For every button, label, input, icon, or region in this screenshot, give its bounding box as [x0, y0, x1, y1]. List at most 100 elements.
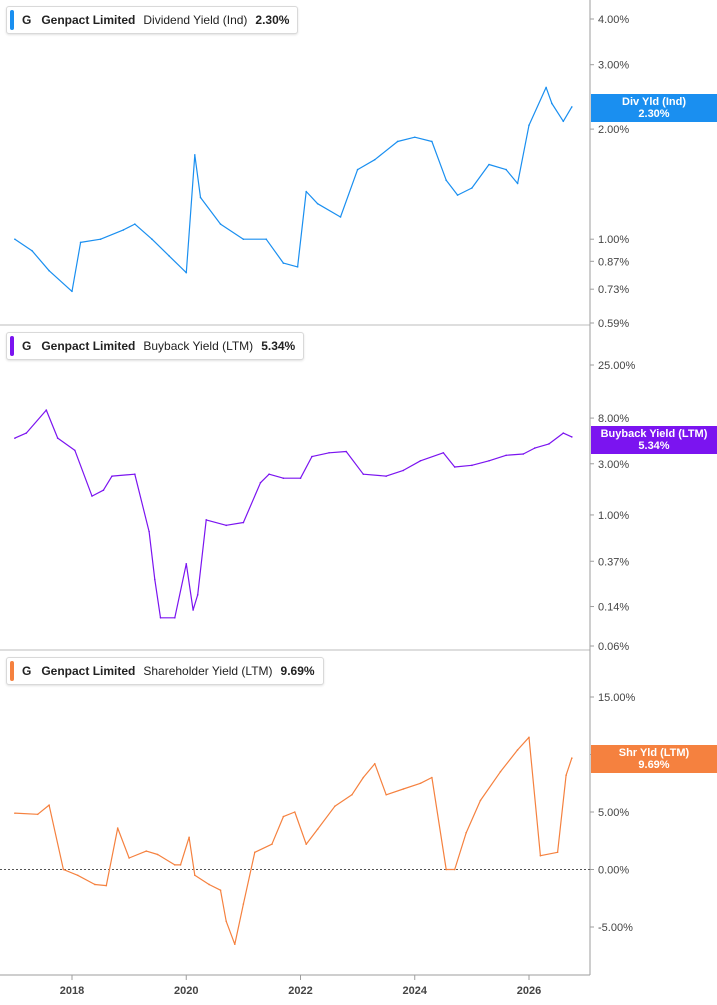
data-point	[116, 827, 119, 829]
data-point	[156, 853, 159, 856]
x-tick-label: 2020	[174, 985, 198, 997]
data-point	[174, 616, 176, 619]
data-point	[311, 455, 313, 458]
series-line-1	[14, 409, 573, 619]
badge-label: Div Yld (Ind)	[622, 96, 686, 108]
y-tick-label: 15.00%	[598, 692, 636, 704]
data-point	[402, 469, 405, 472]
data-point	[556, 851, 559, 854]
data-point	[431, 776, 433, 779]
data-point	[99, 238, 102, 240]
data-point	[345, 450, 348, 453]
data-point	[271, 843, 273, 845]
data-point	[71, 290, 73, 293]
data-point	[205, 519, 208, 521]
data-point	[539, 854, 542, 857]
data-point	[25, 432, 28, 434]
y-tick-label: 25.00%	[598, 360, 636, 372]
data-point	[305, 843, 308, 845]
data-point	[179, 864, 182, 866]
badge-value: 2.30%	[638, 108, 670, 120]
data-point	[188, 836, 190, 839]
data-point	[192, 609, 194, 611]
data-point	[516, 749, 519, 751]
data-point	[111, 475, 113, 477]
data-point	[299, 477, 302, 480]
series-color-swatch	[10, 10, 14, 30]
legend-metric: Dividend Yield (Ind)	[143, 13, 248, 27]
data-point	[56, 437, 59, 439]
data-point	[488, 459, 490, 462]
data-point	[91, 495, 93, 497]
data-point	[479, 799, 482, 802]
data-point	[516, 182, 519, 185]
data-point	[362, 473, 365, 475]
y-tick-label: -5.00%	[598, 922, 633, 934]
legend-company: Genpact Limited	[41, 664, 136, 678]
legend-buyback-yield[interactable]: G Genpact Limited Buyback Yield (LTM) 5.…	[6, 332, 305, 360]
data-point	[242, 903, 245, 905]
data-point	[471, 464, 473, 467]
data-point	[145, 850, 148, 852]
legend-company: Genpact Limited	[41, 339, 136, 353]
data-point	[268, 473, 270, 475]
legend-value: 5.34%	[261, 339, 296, 353]
data-point	[551, 102, 553, 105]
legend-value: 2.30%	[255, 13, 290, 27]
data-point	[242, 521, 245, 524]
y-tick-label: 1.00%	[598, 510, 629, 522]
legend-shareholder-yield[interactable]: G Genpact Limited Shareholder Yield (LTM…	[6, 657, 324, 685]
data-point	[419, 459, 422, 462]
data-point	[431, 140, 433, 143]
data-point	[194, 874, 196, 877]
data-point	[362, 776, 365, 779]
y-tick-label: 1.00%	[598, 234, 629, 246]
data-point	[456, 194, 459, 196]
data-point	[154, 578, 156, 581]
data-point	[148, 530, 150, 533]
x-tick-label: 2018	[60, 985, 84, 997]
data-point	[168, 255, 170, 257]
data-point	[225, 920, 228, 923]
data-point	[48, 804, 50, 806]
legend-metric: Shareholder Yield (LTM)	[143, 664, 273, 678]
data-point	[265, 238, 268, 240]
data-point	[548, 443, 550, 445]
data-point	[505, 454, 507, 457]
data-point	[499, 770, 502, 773]
data-point	[402, 788, 405, 790]
data-point	[36, 813, 39, 816]
data-point	[185, 271, 188, 274]
data-point	[351, 793, 353, 796]
data-point	[571, 436, 573, 438]
y-tick-label: 0.59%	[598, 318, 629, 330]
data-point	[185, 563, 188, 565]
data-point	[14, 238, 16, 240]
data-point	[159, 616, 162, 619]
data-point	[76, 874, 79, 877]
data-point	[196, 594, 199, 596]
data-point	[45, 409, 48, 411]
legend-dividend-yield[interactable]: G Genpact Limited Dividend Yield (Ind) 2…	[6, 6, 299, 34]
badge-value: 9.69%	[638, 759, 670, 771]
data-point	[453, 466, 456, 468]
legend-value: 9.69%	[280, 664, 315, 678]
series-line-0	[14, 86, 573, 292]
data-point	[128, 857, 130, 859]
badge-dividend-yield: Div Yld (Ind) 2.30%	[591, 94, 717, 122]
data-point	[465, 831, 467, 834]
data-point	[385, 475, 387, 477]
data-point	[562, 432, 565, 434]
data-point	[565, 774, 567, 776]
y-tick-label: 5.00%	[598, 807, 629, 819]
data-point	[134, 223, 136, 225]
y-tick-label: 0.73%	[598, 284, 629, 296]
data-point	[122, 229, 125, 231]
data-point	[571, 106, 573, 108]
data-point	[453, 868, 456, 871]
data-point	[385, 793, 387, 796]
data-point	[413, 136, 416, 139]
x-tick-label: 2022	[288, 985, 312, 997]
y-tick-label: 4.00%	[598, 14, 629, 26]
data-point	[316, 828, 319, 831]
